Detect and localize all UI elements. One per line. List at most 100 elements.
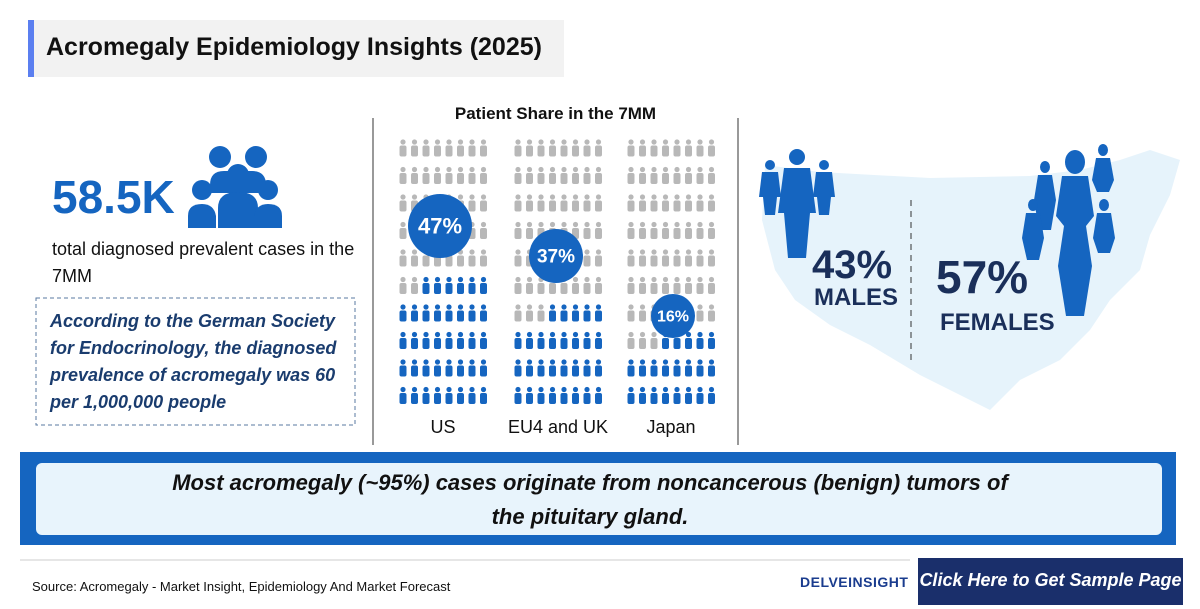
person-body xyxy=(572,338,579,349)
region-label: EU4 and UK xyxy=(508,417,608,437)
person-body xyxy=(662,228,669,239)
person-icon xyxy=(526,166,533,184)
person-head xyxy=(423,304,429,310)
person-icon xyxy=(434,276,441,294)
person-body xyxy=(399,173,407,184)
person-body xyxy=(480,393,487,404)
person-head xyxy=(584,166,590,173)
person-body xyxy=(445,283,453,294)
person-icon xyxy=(708,139,715,157)
person-head xyxy=(697,139,703,145)
person-head xyxy=(515,331,521,338)
person-body xyxy=(411,310,418,322)
person-head xyxy=(697,304,703,310)
person-icon xyxy=(708,304,715,322)
person-body xyxy=(595,145,602,157)
person-body xyxy=(445,393,453,404)
share-value: 47% xyxy=(418,214,462,239)
person-body xyxy=(480,173,487,184)
person-body xyxy=(457,393,464,404)
person-body xyxy=(514,145,522,157)
person-icon xyxy=(526,194,533,212)
person-head xyxy=(549,139,556,145)
cta-button[interactable]: Click Here to Get Sample Page xyxy=(919,570,1182,590)
person-icon xyxy=(583,166,591,184)
person-head xyxy=(685,194,692,200)
person-icon xyxy=(411,139,418,157)
person-body xyxy=(445,338,453,349)
person-body xyxy=(583,145,591,157)
person-head xyxy=(628,194,634,200)
person-head xyxy=(526,139,533,145)
person-head xyxy=(515,359,521,365)
person-head xyxy=(446,166,452,173)
females-label: FEMALES xyxy=(940,309,1055,336)
person-head xyxy=(674,139,680,145)
person-head xyxy=(697,221,703,228)
person-icon xyxy=(560,139,568,157)
person-body xyxy=(560,310,568,322)
person-icon xyxy=(549,386,556,404)
person-body xyxy=(514,365,522,377)
person-head xyxy=(411,194,418,200)
person-head xyxy=(572,276,579,283)
person-body xyxy=(537,283,545,294)
person-body xyxy=(445,255,453,267)
person-head xyxy=(662,221,669,228)
person-head xyxy=(400,249,406,255)
person-head xyxy=(595,139,602,145)
person-icon xyxy=(399,249,407,267)
person-body xyxy=(708,283,715,294)
person-body xyxy=(639,310,646,322)
person-head xyxy=(584,331,590,338)
person-body xyxy=(662,283,669,294)
person-body xyxy=(627,365,635,377)
person-body xyxy=(662,200,669,212)
person-icon xyxy=(572,276,579,294)
person-body xyxy=(662,145,669,157)
person-head xyxy=(708,276,715,283)
person-icon xyxy=(572,331,579,349)
person-body xyxy=(662,393,669,404)
person-body xyxy=(434,255,441,267)
person-icon xyxy=(639,304,646,322)
person-body xyxy=(457,310,464,322)
person-icon xyxy=(514,221,522,239)
person-head xyxy=(549,304,556,310)
person-body xyxy=(595,200,602,212)
person-body xyxy=(650,228,658,239)
person-body xyxy=(468,338,476,349)
person-body xyxy=(696,145,704,157)
person-icon xyxy=(560,386,568,404)
person-head xyxy=(651,276,657,283)
person-body xyxy=(411,393,418,404)
person-icon xyxy=(457,276,464,294)
person-head xyxy=(572,331,579,338)
person-body xyxy=(514,338,522,349)
person-icon xyxy=(514,276,522,294)
person-icon xyxy=(514,249,522,267)
region-label: Japan xyxy=(646,417,695,437)
person-icon xyxy=(445,359,453,377)
person-head xyxy=(411,304,418,310)
person-body xyxy=(685,173,692,184)
person-head xyxy=(515,194,521,200)
person-body xyxy=(627,283,635,294)
person-icon xyxy=(411,166,418,184)
person-body xyxy=(639,228,646,239)
person-body xyxy=(399,145,407,157)
person-icon xyxy=(639,194,646,212)
person-head xyxy=(674,221,680,228)
cta-button-bg[interactable] xyxy=(918,558,1183,605)
person-body xyxy=(411,145,418,157)
person-body xyxy=(537,200,545,212)
person-icon xyxy=(411,331,418,349)
person-head xyxy=(697,166,703,173)
person-body xyxy=(434,173,441,184)
person-body xyxy=(673,365,681,377)
males-value: 43% xyxy=(812,243,893,287)
person-body xyxy=(650,255,658,267)
person-body xyxy=(696,393,704,404)
person-icon xyxy=(708,276,715,294)
person-icon xyxy=(399,166,407,184)
